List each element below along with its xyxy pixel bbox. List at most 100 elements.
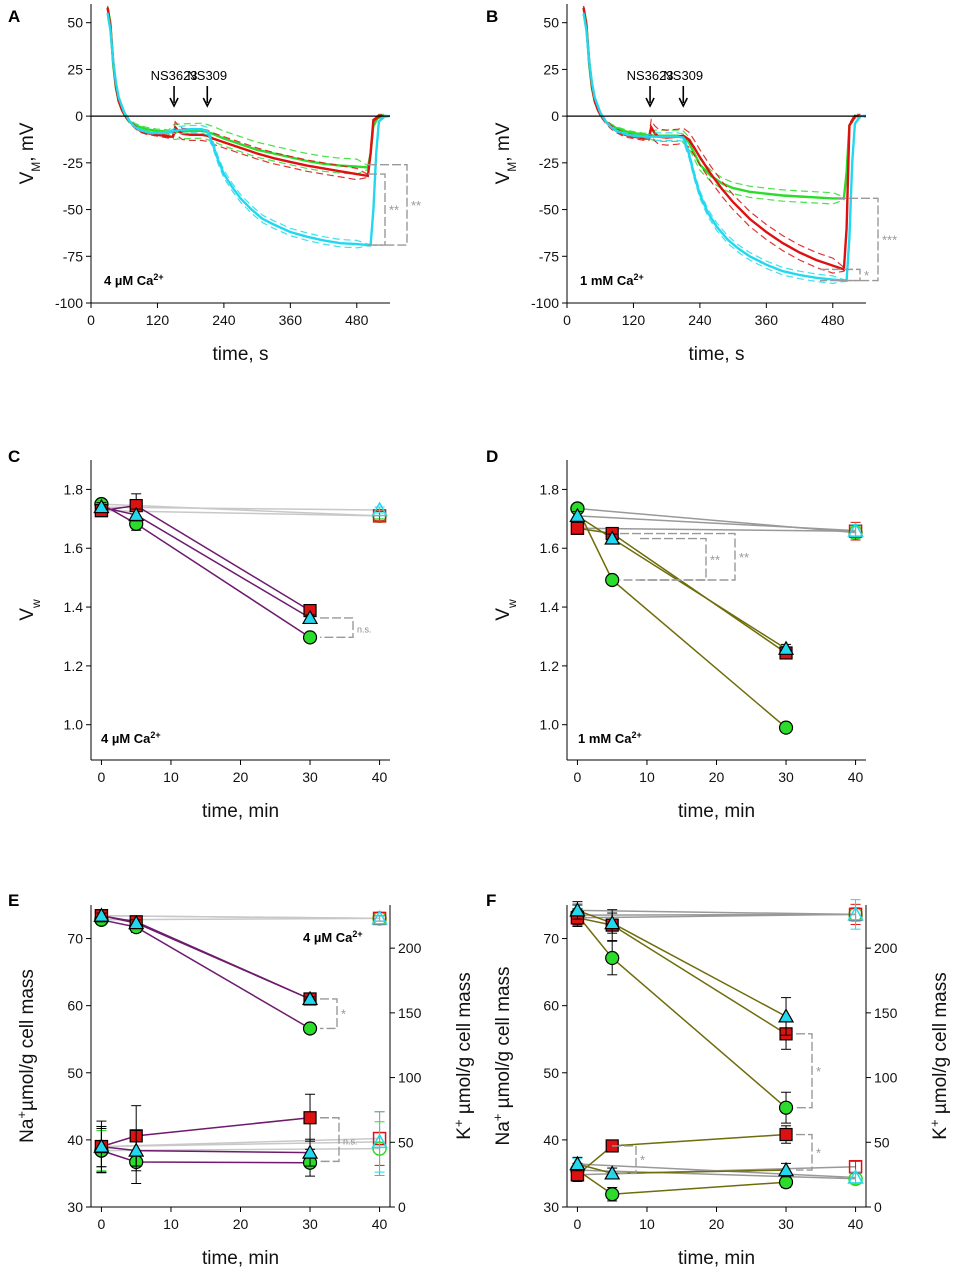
y-axis-title: Vw	[493, 599, 519, 621]
y-tick-label: 1.4	[64, 599, 84, 615]
panel-c: C 0 10 20 30 40 1.0 1.2 1.4 1.6 1.8 time, min Vw n.s.…	[8, 447, 390, 822]
significance-label: **	[411, 198, 421, 213]
marker-K-NS309-ref	[847, 905, 864, 921]
condition-label: 1 mM Ca2+	[578, 730, 642, 746]
y2-tick-label: 0	[398, 1199, 406, 1215]
y-tick-label: 50	[67, 15, 83, 31]
x-tick-label: 20	[233, 1216, 249, 1232]
x-tick-label: 40	[848, 769, 864, 785]
y-tick-label: 1.2	[540, 658, 560, 674]
marker-K-control	[605, 950, 620, 966]
marker-K-NS309	[128, 914, 145, 930]
condition-label: 1 mM Ca2+	[580, 272, 644, 288]
line-K-control	[101, 919, 311, 1030]
line-K-NS3623	[577, 917, 787, 1035]
panel-label: E	[8, 891, 19, 910]
marker-Na-NS309	[128, 1142, 145, 1157]
significance-label: *	[640, 1153, 645, 1168]
significance-bracket	[320, 1117, 340, 1163]
trace-control-sem	[583, 8, 861, 205]
y-tick-label: 70	[67, 931, 83, 947]
y-tick-label: 70	[543, 931, 559, 947]
y2-tick-label: 50	[398, 1134, 414, 1150]
panel-label: A	[8, 7, 20, 26]
marker-K-control	[302, 1021, 318, 1036]
y-tick-label: 40	[67, 1132, 83, 1148]
x-tick-label: 30	[778, 769, 794, 785]
panel-label: C	[8, 447, 20, 466]
x-axis-title: time, min	[678, 801, 755, 822]
significance-bracket	[320, 617, 354, 639]
marker-K-NS309-ref	[371, 909, 388, 925]
significance-label: *	[816, 1145, 821, 1160]
y-tick-label: 1.2	[64, 658, 84, 674]
line-K-control	[576, 914, 787, 1109]
y-tick-label: 60	[67, 998, 83, 1014]
marker-NS309	[128, 506, 145, 522]
panel-label: F	[486, 891, 496, 910]
trace-control-sem	[107, 5, 385, 167]
y-tick-label: 1.0	[64, 717, 84, 733]
x-axis-title: time, s	[689, 344, 745, 365]
significance-label: n.s.	[357, 625, 372, 635]
x-axis-title: time, s	[213, 344, 269, 365]
marker-Na-NS309	[778, 1161, 795, 1177]
panel-d: D 0 10 20 30 40 1.0 1.2 1.4 1.6 1.8 time, min Vw ** **…	[486, 447, 866, 822]
x-tick-label: 40	[372, 1216, 388, 1232]
y-axis-title: Vw	[17, 599, 43, 621]
significance-bracket	[620, 532, 736, 581]
marker-K-control	[778, 1100, 794, 1115]
significance-label: ***	[882, 232, 897, 247]
y-tick-label: 1.4	[540, 599, 560, 615]
panel-label: D	[486, 447, 498, 466]
marker-Na-NS309	[93, 1138, 110, 1153]
y-axis-title: Na+ µmol/g cell mass	[490, 966, 515, 1145]
y2-tick-label: 150	[874, 1005, 898, 1021]
x-tick-label: 10	[163, 769, 179, 785]
marker-NS309	[778, 640, 795, 655]
x-tick-label: 480	[821, 312, 845, 328]
marker-NS309	[302, 609, 319, 625]
significance-label: *	[864, 268, 869, 283]
significance-bracket	[837, 197, 879, 282]
x-tick-label: 10	[163, 1216, 179, 1232]
line-Na-NS309-ref	[101, 1141, 380, 1148]
drug-label: NS3623	[627, 68, 674, 83]
x-tick-label: 360	[279, 312, 303, 328]
y-tick-label: 1.8	[540, 481, 560, 497]
y-tick-label: -25	[63, 155, 83, 171]
significance-label: *	[341, 1007, 346, 1022]
line-K-NS309-ref	[101, 914, 380, 920]
drug-arrow-head	[678, 97, 688, 108]
y-tick-label: 1.6	[64, 540, 84, 556]
drug-arrow-head	[645, 97, 655, 108]
trace-control	[582, 7, 861, 200]
x-axis-title: time, min	[202, 1248, 279, 1269]
panel-label: B	[486, 7, 498, 26]
y2-tick-label: 50	[874, 1134, 890, 1150]
x-tick-label: 120	[622, 312, 646, 328]
condition-label: 4 µM Ca2+	[303, 929, 363, 945]
line-NS3623-ref	[577, 527, 856, 532]
y-tick-label: 50	[543, 1065, 559, 1081]
significance-label: **	[739, 550, 749, 565]
x-tick-label: 0	[563, 312, 571, 328]
line-NS309-ref	[577, 515, 856, 532]
marker-K-NS309	[569, 902, 586, 917]
y-tick-label: -100	[531, 295, 559, 311]
condition-label: 4 µM Ca2+	[101, 730, 161, 746]
x-tick-label: 120	[146, 312, 170, 328]
panel-b: B 0 120 240 360 480 -100 -75 -50 -25 0 25 50 time, s V…	[486, 4, 897, 365]
y-tick-label: 0	[75, 108, 83, 124]
drug-arrow-head	[169, 97, 179, 108]
x-tick-label: 240	[688, 312, 712, 328]
trace-control-sem	[583, 6, 861, 198]
y2-tick-label: 100	[874, 1070, 898, 1086]
x-tick-label: 0	[98, 1216, 106, 1232]
marker-Na-control	[605, 1187, 620, 1202]
x-tick-label: 20	[709, 769, 725, 785]
x-tick-label: 10	[639, 769, 655, 785]
marker-K-NS309	[778, 1008, 795, 1023]
x-tick-label: 10	[639, 1216, 655, 1232]
